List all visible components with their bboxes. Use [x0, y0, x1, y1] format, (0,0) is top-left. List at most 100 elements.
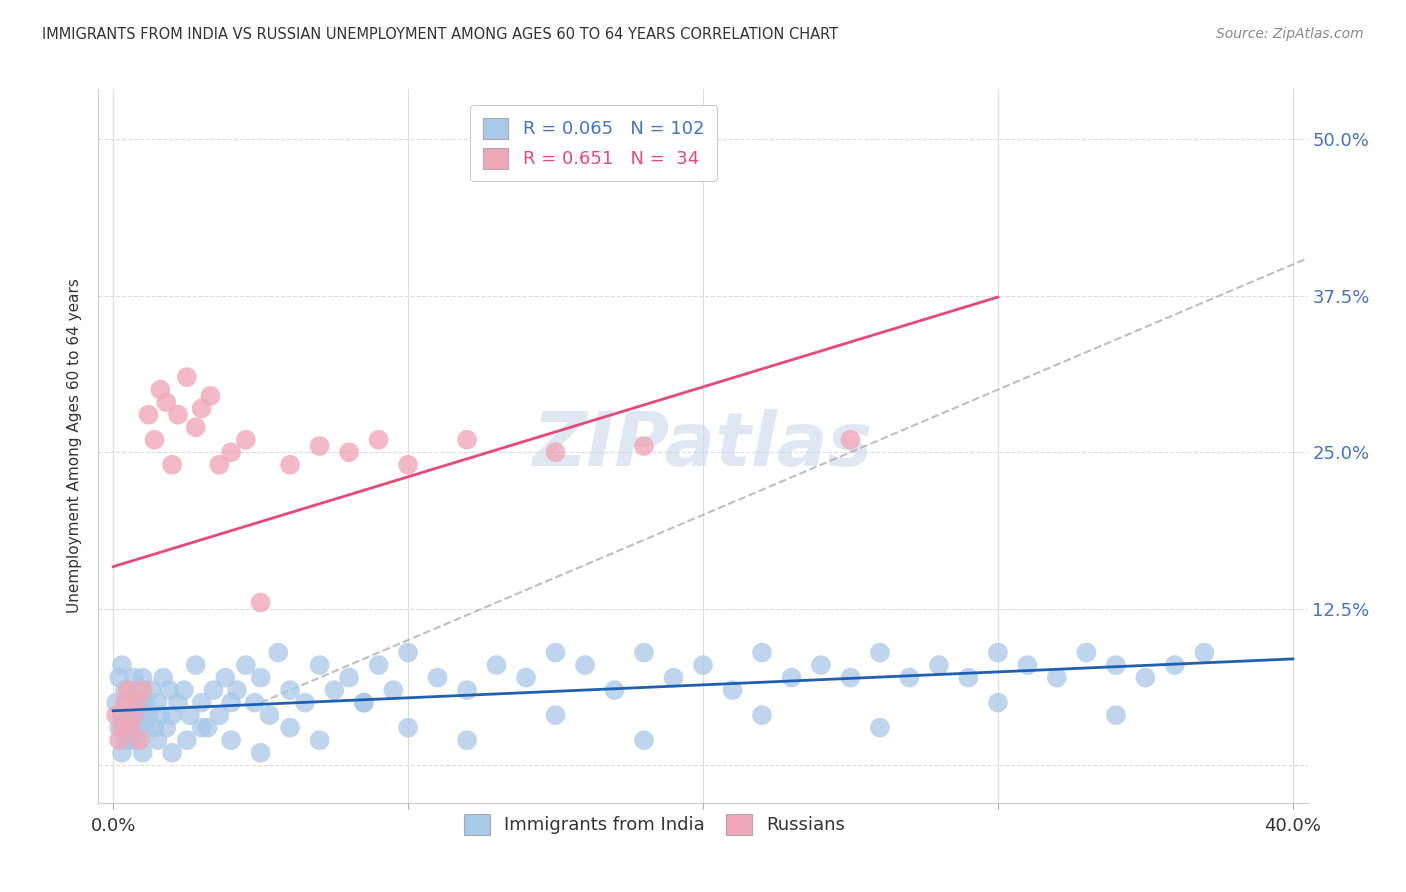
Point [135, 696, 157, 710]
Point [308, 733, 330, 747]
Point [117, 708, 139, 723]
Point [125, 733, 148, 747]
Point [810, 658, 832, 673]
Point [173, 683, 195, 698]
Point [1194, 646, 1216, 660]
Point [987, 646, 1010, 660]
Point [146, 733, 169, 747]
Point [278, 683, 301, 698]
Point [721, 683, 744, 698]
Point [353, 696, 375, 710]
Point [176, 733, 198, 747]
Point [122, 708, 145, 723]
Point [278, 721, 301, 735]
Point [367, 658, 389, 673]
Point [117, 733, 139, 747]
Point [111, 708, 134, 723]
Point [456, 433, 478, 447]
Point [1017, 658, 1039, 673]
Point [128, 696, 150, 710]
Point [692, 658, 714, 673]
Point [114, 696, 136, 710]
Point [544, 445, 567, 459]
Legend: Immigrants from India, Russians: Immigrants from India, Russians [456, 805, 853, 844]
Point [122, 708, 145, 723]
Point [160, 708, 183, 723]
Point [120, 721, 142, 735]
Point [141, 683, 163, 698]
Point [544, 708, 567, 723]
Point [200, 389, 222, 403]
Point [176, 370, 198, 384]
Point [259, 708, 281, 723]
Point [869, 646, 891, 660]
Point [128, 721, 150, 735]
Point [108, 733, 131, 747]
Point [135, 721, 157, 735]
Point [146, 696, 169, 710]
Point [120, 721, 142, 735]
Point [138, 408, 160, 422]
Point [957, 671, 980, 685]
Point [1135, 671, 1157, 685]
Point [114, 683, 136, 698]
Point [1105, 658, 1128, 673]
Point [111, 746, 134, 760]
Point [149, 708, 172, 723]
Text: IMMIGRANTS FROM INDIA VS RUSSIAN UNEMPLOYMENT AMONG AGES 60 TO 64 YEARS CORRELAT: IMMIGRANTS FROM INDIA VS RUSSIAN UNEMPLO… [42, 27, 838, 42]
Point [108, 721, 131, 735]
Point [751, 708, 773, 723]
Point [751, 646, 773, 660]
Point [184, 658, 207, 673]
Point [396, 721, 419, 735]
Point [105, 708, 128, 723]
Point [249, 595, 271, 609]
Point [1076, 646, 1098, 660]
Point [138, 708, 160, 723]
Point [249, 671, 271, 685]
Point [131, 683, 153, 698]
Point [219, 733, 242, 747]
Point [1105, 708, 1128, 723]
Point [219, 696, 242, 710]
Point [167, 408, 190, 422]
Point [1369, 194, 1392, 209]
Point [456, 733, 478, 747]
Y-axis label: Unemployment Among Ages 60 to 64 years: Unemployment Among Ages 60 to 64 years [67, 278, 83, 614]
Point [125, 696, 148, 710]
Point [1046, 671, 1069, 685]
Point [219, 445, 242, 459]
Point [243, 696, 266, 710]
Point [120, 696, 142, 710]
Point [426, 671, 449, 685]
Point [184, 420, 207, 434]
Point [633, 733, 655, 747]
Point [105, 696, 128, 710]
Point [337, 671, 360, 685]
Point [131, 708, 153, 723]
Point [235, 433, 257, 447]
Point [928, 658, 950, 673]
Point [167, 696, 190, 710]
Point [120, 733, 142, 747]
Point [308, 439, 330, 453]
Point [898, 671, 921, 685]
Point [869, 721, 891, 735]
Point [603, 683, 626, 698]
Point [1164, 658, 1187, 673]
Point [235, 658, 257, 673]
Point [515, 671, 537, 685]
Point [114, 733, 136, 747]
Point [155, 395, 177, 409]
Point [249, 746, 271, 760]
Point [337, 445, 360, 459]
Point [131, 671, 153, 685]
Point [122, 671, 145, 685]
Point [143, 721, 166, 735]
Point [152, 671, 174, 685]
Point [574, 658, 596, 673]
Point [214, 671, 236, 685]
Point [155, 721, 177, 735]
Point [323, 683, 346, 698]
Point [197, 721, 219, 735]
